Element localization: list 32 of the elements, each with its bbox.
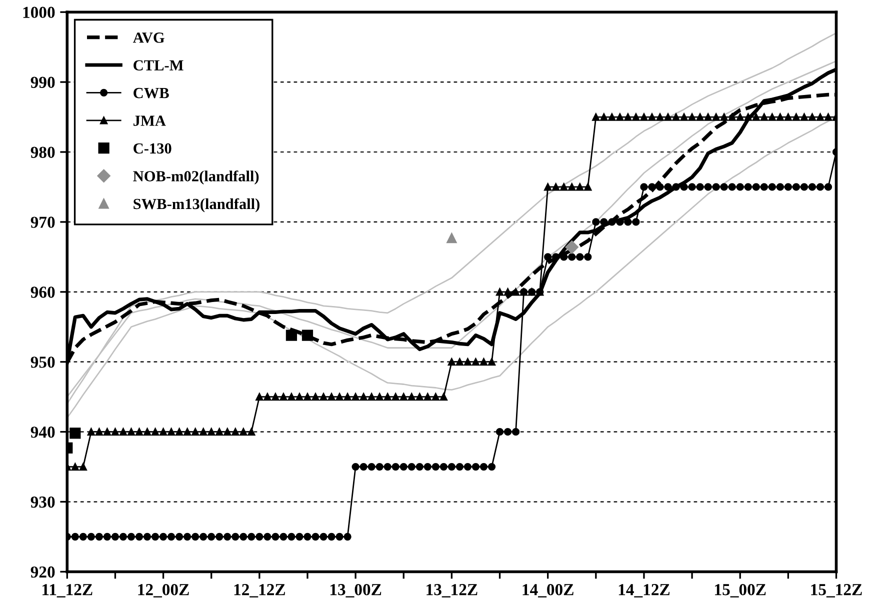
x-tick-label: 15_12Z — [811, 584, 862, 598]
point — [446, 232, 457, 244]
legend-label: CTL-M — [134, 60, 184, 71]
legend-label: SWB-m13(landfall) — [134, 198, 260, 212]
point — [608, 218, 616, 226]
y-tick-label: 930 — [30, 496, 55, 508]
point — [672, 183, 680, 191]
x-tick-label: 14_00Z — [522, 584, 574, 598]
y-tick-label: 1000 — [23, 6, 55, 18]
y-tick-label: 960 — [30, 286, 55, 298]
y-tick-label: 940 — [30, 426, 55, 438]
point — [286, 330, 298, 341]
x-tick-label: 11_12Z — [42, 584, 92, 598]
legend-label: JMA — [134, 116, 166, 126]
y-tick-label: 950 — [30, 356, 55, 368]
legend-label: C-130 — [134, 143, 172, 154]
y-tick-label: 920 — [30, 566, 55, 578]
legend-label: CWB — [134, 88, 169, 98]
legend-label: AVG — [132, 32, 164, 43]
point — [70, 428, 81, 439]
x-tick-label: 15_00Z — [715, 584, 766, 598]
y-tick-label: 990 — [30, 76, 55, 88]
y-tick-label: 970 — [30, 216, 55, 228]
x-tick-label: 13_12Z — [426, 584, 478, 598]
point — [302, 330, 314, 341]
x-tick-label: 12_00Z — [138, 584, 189, 598]
x-tick-label: 14_12Z — [618, 584, 670, 598]
x-tick-label: 12_12Z — [234, 584, 285, 598]
legend-label: NOB-m02(landfall) — [133, 170, 259, 184]
point — [565, 240, 578, 254]
x-tick-label: 13_00Z — [330, 584, 382, 598]
y-tick-label: 980 — [30, 146, 55, 158]
